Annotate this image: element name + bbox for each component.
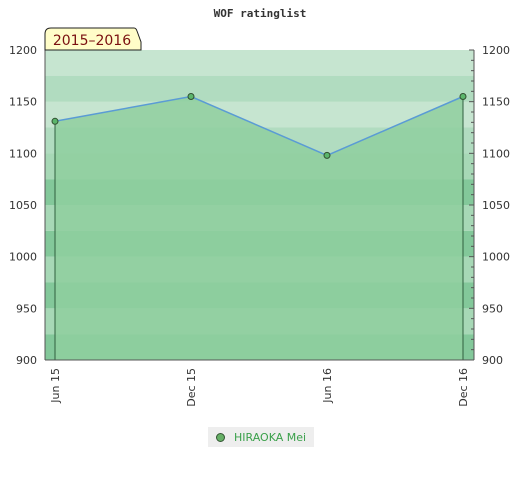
y-tick-label-right: 1150	[482, 96, 510, 109]
period-label: 2015–2016	[53, 33, 131, 49]
band	[45, 75, 474, 102]
legend-label: HIRAOKA Mei	[234, 430, 307, 444]
left-tick-labels: 900 950 1000 1050 1100 1150 1200	[9, 44, 37, 367]
x-tick-label: Jun 16	[321, 368, 334, 404]
data-point	[187, 93, 195, 100]
series-area	[55, 96, 463, 360]
data-point	[323, 151, 331, 159]
legend: HIRAOKA Mei	[208, 427, 314, 447]
series-line-layer	[54, 95, 464, 157]
y-tick-label-left: 1000	[9, 251, 37, 264]
y-tick-label-left: 1100	[9, 147, 37, 160]
band	[45, 50, 474, 76]
drop-lines	[54, 96, 464, 360]
y-tick-label-left: 1200	[9, 44, 37, 57]
markers	[51, 93, 467, 159]
series-line	[54, 95, 464, 157]
period-box: 2015–2016	[44, 27, 142, 51]
y-tick-label-right: 900	[482, 354, 503, 367]
x-tick-labels: Jun 15 Dec 15 Jun 16 Dec 16	[49, 368, 470, 407]
x-tick-label: Dec 15	[185, 368, 198, 407]
area-layer	[55, 96, 463, 360]
x-tick-label: Dec 16	[457, 368, 470, 407]
y-tick-label-right: 1100	[482, 147, 510, 160]
data-point	[459, 93, 467, 100]
right-tick-labels: 900 950 1000 1050 1100 1150 1200	[482, 44, 510, 367]
y-tick-label-right: 950	[482, 302, 503, 315]
axes	[44, 49, 475, 361]
chart-title: WOF ratinglist	[214, 7, 307, 20]
y-tick-label-left: 900	[16, 354, 37, 367]
data-point	[51, 117, 59, 125]
x-tick-label: Jun 15	[49, 368, 62, 404]
y-tick-label-left: 1050	[9, 199, 37, 212]
y-tick-label-right: 1050	[482, 199, 510, 212]
y-tick-label-left: 1150	[9, 96, 37, 109]
legend-marker-icon	[216, 432, 225, 442]
y-tick-label-left: 950	[16, 302, 37, 315]
y-tick-label-right: 1200	[482, 44, 510, 57]
y-tick-label-right: 1000	[482, 251, 510, 264]
